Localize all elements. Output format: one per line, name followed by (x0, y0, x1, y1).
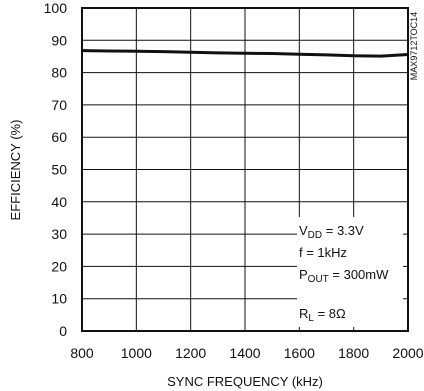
x-tick-label: 2000 (392, 345, 423, 361)
y-tick-label: 50 (51, 162, 67, 178)
y-tick-label: 100 (44, 0, 68, 16)
x-axis-title: SYNC FREQUENCY (kHz) (167, 374, 323, 389)
efficiency-series-line (81, 49, 409, 58)
y-tick-label: 90 (51, 32, 67, 48)
chart-code-label: MAX9712TOC14 (409, 12, 419, 80)
annotation-pout: POUT = 300mW (299, 267, 389, 285)
y-tick-label: 60 (51, 129, 67, 145)
annotation-background (297, 217, 403, 327)
x-tick-label: 1400 (229, 345, 260, 361)
x-tick-label: 1800 (338, 345, 369, 361)
x-tick-labels: 800 1000 1200 1400 1600 1800 2000 (70, 345, 423, 361)
y-axis-title: EFFICIENCY (%) (8, 120, 23, 221)
y-tick-labels: 0 10 20 30 40 50 60 70 80 90 100 (44, 0, 68, 339)
x-tick-label: 1600 (284, 345, 315, 361)
x-tick-label: 1200 (175, 345, 206, 361)
y-tick-label: 40 (51, 194, 67, 210)
y-tick-label: 30 (51, 226, 67, 242)
y-tick-label: 80 (51, 65, 67, 81)
annotation-frequency: f = 1kHz (299, 245, 347, 260)
y-tick-label: 0 (59, 323, 67, 339)
plot-frame (81, 7, 409, 332)
annotation-vdd: VDD = 3.3V (299, 223, 364, 241)
annotation-rl: RL = 8Ω (299, 306, 346, 324)
x-tick-label: 800 (70, 345, 94, 361)
y-tick-label: 70 (51, 97, 67, 113)
y-tick-label: 10 (51, 291, 67, 307)
x-tick-label: 1000 (121, 345, 152, 361)
y-tick-label: 20 (51, 258, 67, 274)
